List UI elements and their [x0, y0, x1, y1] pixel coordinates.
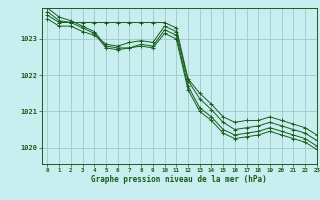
X-axis label: Graphe pression niveau de la mer (hPa): Graphe pression niveau de la mer (hPa) [91, 175, 267, 184]
